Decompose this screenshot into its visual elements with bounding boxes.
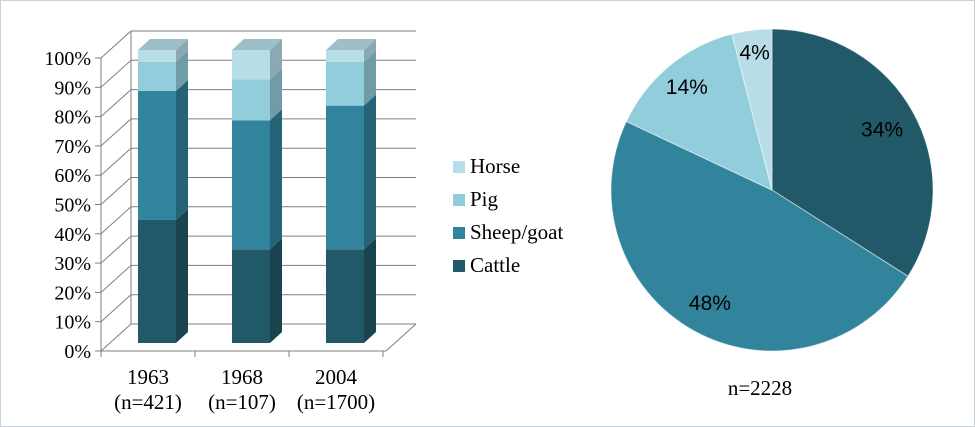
gridline-diagonal — [100, 265, 132, 293]
y-tick-label: 90% — [54, 77, 91, 99]
bar-segment-side-cattle-1963 — [176, 208, 188, 343]
legend-label-horse: Horse — [470, 154, 521, 178]
legend-swatch-sheep-goat — [453, 226, 465, 239]
pie-slice-cattle — [771, 28, 934, 277]
gridline-diagonal — [100, 89, 132, 117]
pie-data-label-cattle: 34% — [861, 119, 903, 142]
bar-segment-pig-1968 — [232, 79, 270, 121]
legend-label-sheep-goat: Sheep/goat — [470, 220, 564, 244]
bar-top-face-2004 — [326, 39, 376, 50]
y-tick-label: 50% — [54, 195, 91, 217]
bar-segment-cattle-1963 — [138, 219, 176, 343]
gridline-diagonal — [100, 177, 132, 205]
bar-segment-sheep-goat-1963 — [138, 91, 176, 220]
y-tick-label: 10% — [54, 312, 91, 334]
bar-segment-side-horse-1968 — [270, 39, 282, 80]
pie-chart: 34% 48% 14% 4% — [610, 28, 934, 352]
legend-swatch-pig — [453, 193, 465, 206]
legend-label-pig: Pig — [470, 187, 499, 211]
gridline-diagonal — [100, 235, 132, 264]
y-tick-label: 70% — [54, 136, 91, 158]
bar-segment-horse-1968 — [232, 50, 270, 80]
stacked-bar-chart-3d: 0%10%20%30%40%50%60%70%80%90%100%1963(n=… — [44, 30, 417, 414]
bar-segment-side-sheep-goat-2004 — [364, 94, 376, 250]
bar-segment-horse-2004 — [326, 50, 364, 62]
x-category-sublabel: (n=1700) — [297, 390, 375, 414]
y-tick-label: 80% — [54, 107, 91, 129]
bar-segment-sheep-goat-1968 — [232, 120, 270, 250]
chart-legend: Horse Pig Sheep/goat Cattle — [453, 150, 563, 282]
x-category-sublabel: (n=107) — [208, 390, 276, 414]
legend-item-pig: Pig — [453, 183, 563, 216]
legend-swatch-horse — [453, 160, 465, 173]
bar-segment-side-cattle-2004 — [364, 238, 376, 343]
bar-segment-horse-1963 — [138, 50, 176, 62]
gridline-diagonal — [100, 294, 132, 323]
bar-segment-side-pig-1968 — [270, 68, 282, 121]
x-category-label: 1968 — [221, 365, 263, 389]
y-tick-label: 20% — [54, 282, 91, 304]
bar-segment-side-horse-2004 — [364, 39, 376, 62]
y-tick-label: 0% — [64, 341, 91, 363]
bar-top-face-1963 — [138, 39, 188, 50]
x-category-label: 2004 — [315, 365, 358, 389]
legend-item-cattle: Cattle — [453, 249, 563, 282]
bar-segment-side-sheep-goat-1968 — [270, 109, 282, 250]
bar-segment-pig-2004 — [326, 61, 364, 106]
x-category-sublabel: (n=421) — [114, 390, 182, 414]
pie-caption: n=2228 — [727, 376, 793, 400]
bar-segment-pig-1963 — [138, 61, 176, 92]
gridline-diagonal — [100, 30, 132, 59]
y-tick-label: 100% — [44, 48, 91, 70]
bar-segment-side-cattle-1968 — [270, 238, 282, 343]
bar-segment-side-horse-1963 — [176, 39, 188, 62]
bar-segment-sheep-goat-2004 — [326, 105, 364, 250]
y-tick-label: 30% — [54, 253, 91, 275]
x-category-label: 1963 — [127, 365, 169, 389]
pie-data-label-pig: 14% — [666, 76, 708, 99]
gridline-diagonal — [100, 147, 132, 176]
legend-item-horse: Horse — [453, 150, 563, 183]
y-tick-label: 60% — [54, 165, 91, 187]
floor-right-edge — [385, 323, 417, 352]
y-tick-label: 40% — [54, 224, 91, 246]
pie-slice-sheep-goat — [610, 120, 909, 352]
bar-segment-cattle-2004 — [326, 249, 364, 343]
bar-segment-side-pig-2004 — [364, 50, 376, 106]
gridline-diagonal — [100, 323, 132, 352]
pie-data-label-sheep-goat: 48% — [689, 292, 731, 315]
legend-item-sheep-goat: Sheep/goat — [453, 216, 563, 249]
legend-swatch-cattle — [453, 259, 465, 272]
pie-slice-horse — [731, 28, 773, 191]
bar-segment-side-pig-1963 — [176, 50, 188, 92]
bar-segment-side-sheep-goat-1963 — [176, 80, 188, 220]
gridline-diagonal — [100, 118, 132, 147]
legend-label-cattle: Cattle — [470, 253, 521, 277]
pie-slice-pig — [625, 33, 773, 191]
gridline-diagonal — [100, 206, 132, 235]
gridline-diagonal — [100, 59, 132, 88]
bar-segment-cattle-1968 — [232, 249, 270, 343]
bar-top-face-1968 — [232, 39, 282, 50]
pie-data-label-horse: 4% — [739, 42, 769, 65]
